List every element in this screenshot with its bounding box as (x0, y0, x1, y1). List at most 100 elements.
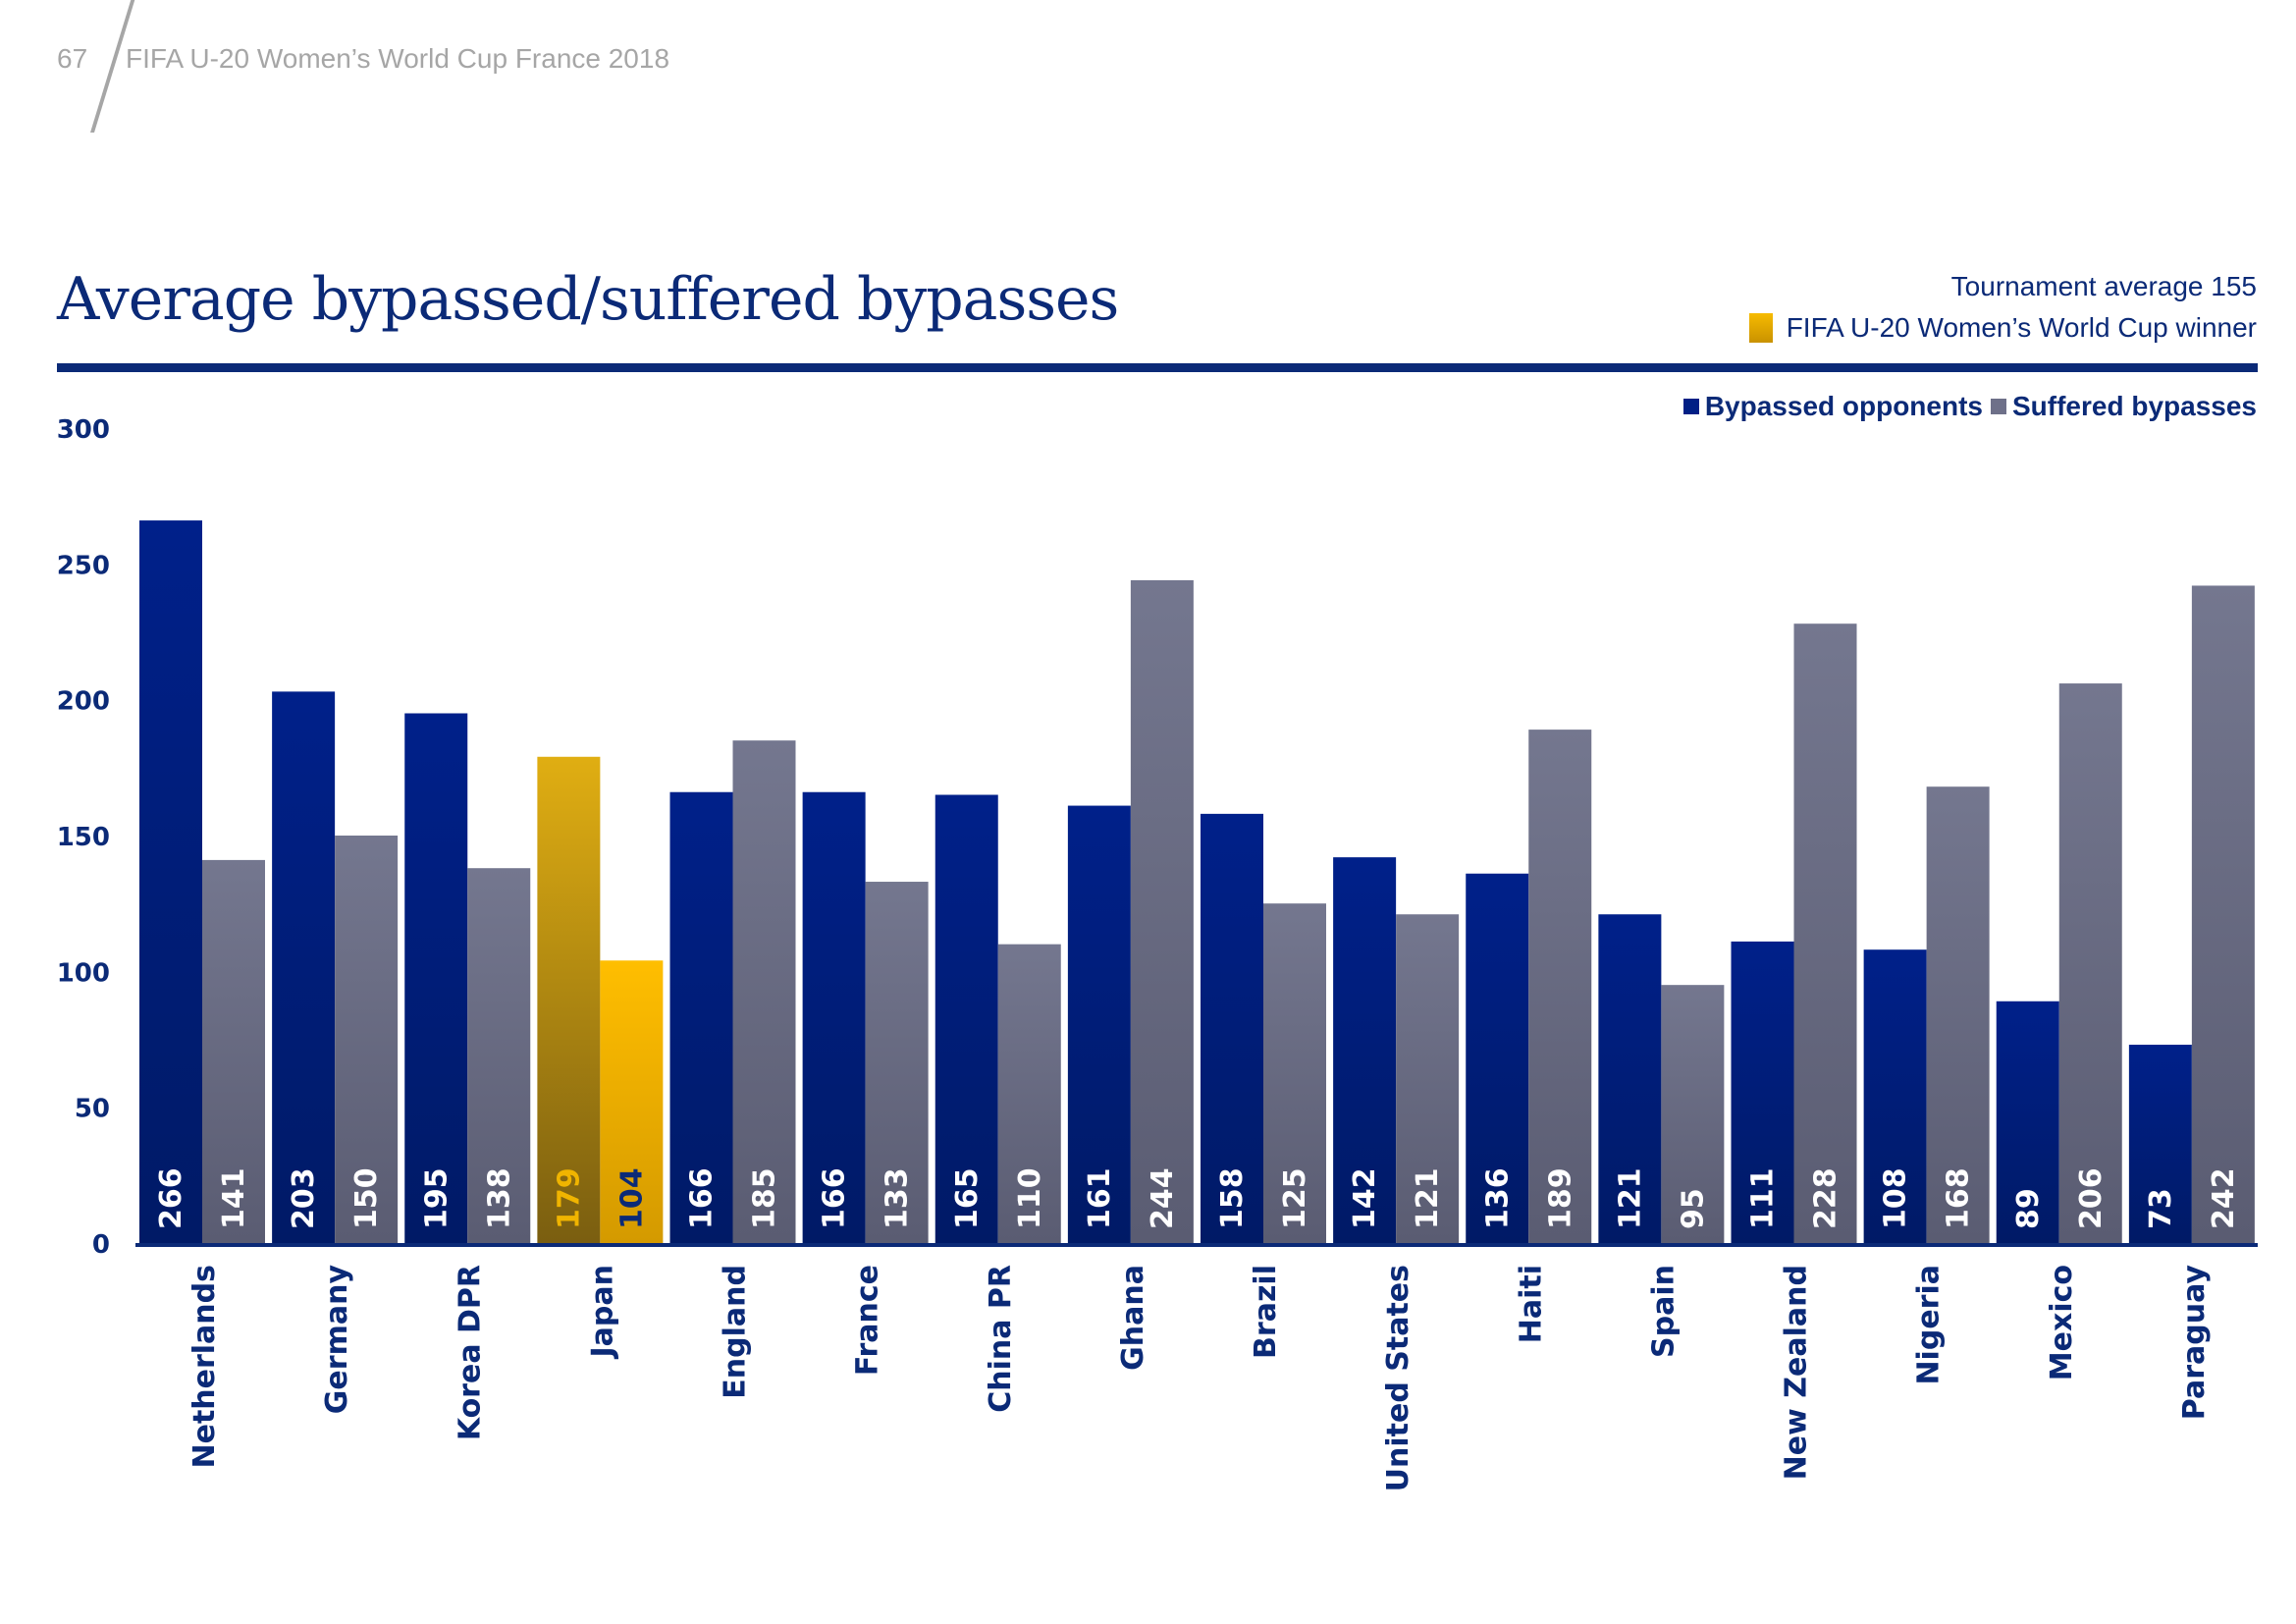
y-tick-label: 50 (75, 1095, 110, 1124)
x-category-label: New Zealand (1780, 1265, 1814, 1480)
bar-bypassed (1863, 949, 1927, 1243)
x-category-label: England (719, 1265, 753, 1399)
bar-bypassed (404, 713, 468, 1243)
y-tick-label: 100 (57, 958, 110, 988)
bar-value-label: 244 (1146, 1167, 1180, 1229)
bar-value-label: 161 (1083, 1167, 1117, 1229)
bar-value-label: 125 (1278, 1167, 1312, 1229)
bar-suffered (202, 859, 265, 1243)
bar-bypassed (537, 756, 601, 1243)
chart-title: Average bypassed/suffered bypasses (57, 265, 1119, 334)
bar-bypassed (1201, 813, 1263, 1243)
bar-suffered (1528, 730, 1592, 1243)
y-tick-label: 300 (57, 415, 110, 445)
x-category-label: Paraguay (2177, 1265, 2212, 1421)
bar-bypassed (2128, 1045, 2192, 1243)
bar-value-label: 73 (2144, 1188, 2178, 1229)
bar-value-label: 242 (2207, 1167, 2241, 1229)
bar-value-label: 166 (685, 1167, 720, 1229)
x-category-label: France (851, 1265, 885, 1376)
bar-value-label: 133 (881, 1167, 915, 1229)
bar-value-label: 95 (1676, 1188, 1710, 1229)
x-category-label: Haiti (1514, 1265, 1548, 1343)
bar-value-label: 110 (1013, 1167, 1047, 1229)
bar-value-label: 89 (2011, 1188, 2046, 1229)
bar-bypassed (1598, 914, 1662, 1243)
x-category-label: United States (1381, 1265, 1415, 1491)
bar-value-label: 121 (1613, 1167, 1647, 1229)
bar-suffered (335, 836, 399, 1243)
bar-value-label: 189 (1543, 1167, 1577, 1229)
legend-label-bypassed: Bypassed opponents (1704, 391, 1983, 421)
bar-value-label: 266 (154, 1167, 188, 1229)
bar-value-label: 121 (1411, 1167, 1445, 1229)
y-tick-label: 200 (57, 687, 110, 717)
x-category-label: Mexico (2045, 1265, 2079, 1380)
bar-value-label: 141 (217, 1167, 251, 1229)
bar-suffered (1793, 623, 1857, 1243)
bar-suffered (1263, 903, 1326, 1243)
x-category-label: Spain (1646, 1265, 1681, 1358)
document-title: FIFA U-20 Women’s World Cup France 2018 (126, 43, 670, 74)
bar-suffered (2058, 683, 2122, 1243)
bar-value-label: 179 (552, 1167, 586, 1229)
x-category-label: Netherlands (187, 1265, 222, 1469)
bar-value-label: 138 (482, 1167, 516, 1229)
winner-legend-label: FIFA U-20 Women’s World Cup winner (1786, 312, 2257, 343)
bar-value-label: 150 (349, 1167, 384, 1229)
bar-suffered (2191, 585, 2255, 1243)
bar-value-label: 185 (748, 1167, 782, 1229)
bar-bypassed (139, 520, 202, 1243)
page-number: 67 (57, 43, 88, 74)
x-category-label: Germany (320, 1265, 354, 1415)
bar-value-label: 104 (614, 1167, 649, 1229)
legend-item-suffered: Suffered bypasses (1991, 391, 2257, 422)
bar-bypassed (802, 791, 866, 1243)
y-tick-label: 150 (57, 823, 110, 852)
bar-bypassed (1067, 805, 1131, 1243)
bar-suffered (865, 882, 929, 1243)
title-divider (57, 363, 2258, 372)
winner-legend: FIFA U-20 Women’s World Cup winner (1748, 312, 2257, 344)
bar-value-label: 206 (2074, 1167, 2109, 1229)
bar-value-label: 108 (1879, 1167, 1913, 1229)
bar-value-label: 228 (1809, 1167, 1843, 1229)
bar-value-label: 195 (419, 1167, 454, 1229)
bar-value-label: 142 (1348, 1167, 1382, 1229)
bar-bypassed (1731, 941, 1794, 1243)
winner-swatch-icon (1748, 313, 1773, 343)
bypassed-swatch-icon (1682, 399, 1699, 414)
y-tick-label: 250 (57, 551, 110, 580)
bar-suffered (600, 960, 664, 1243)
x-category-label: Ghana (1116, 1265, 1150, 1371)
bar-value-label: 203 (287, 1167, 321, 1229)
x-category-label: Japan (585, 1265, 619, 1359)
bar-value-label: 158 (1215, 1167, 1250, 1229)
bar-suffered (1130, 579, 1194, 1243)
bar-value-label: 111 (1746, 1167, 1781, 1229)
bar-bypassed (1333, 857, 1397, 1243)
x-category-label: Brazil (1249, 1265, 1283, 1359)
bar-bypassed (669, 791, 733, 1243)
tournament-average-note: Tournament average 155 (1950, 271, 2257, 301)
bar-suffered (1396, 914, 1460, 1243)
bar-bypassed (934, 794, 998, 1243)
bar-suffered (997, 944, 1061, 1243)
bar-value-label: 168 (1942, 1167, 1976, 1229)
legend-item-bypassed: Bypassed opponents (1682, 391, 1983, 422)
bar-bypassed (1466, 873, 1529, 1243)
bar-suffered (467, 868, 531, 1243)
bar-bypassed (1996, 1001, 2059, 1243)
legend-label-suffered: Suffered bypasses (2012, 391, 2257, 421)
bar-suffered (1661, 985, 1725, 1243)
bar-suffered (732, 740, 796, 1243)
y-tick-label: 0 (92, 1230, 110, 1260)
x-category-label: Korea DPR (453, 1265, 487, 1440)
suffered-swatch-icon (1991, 399, 2006, 414)
bar-value-label: 166 (818, 1167, 852, 1229)
x-category-label: Nigeria (1912, 1265, 1947, 1385)
x-category-label: China PR (984, 1265, 1018, 1413)
bar-value-label: 165 (950, 1167, 985, 1229)
bar-value-label: 136 (1480, 1167, 1515, 1229)
